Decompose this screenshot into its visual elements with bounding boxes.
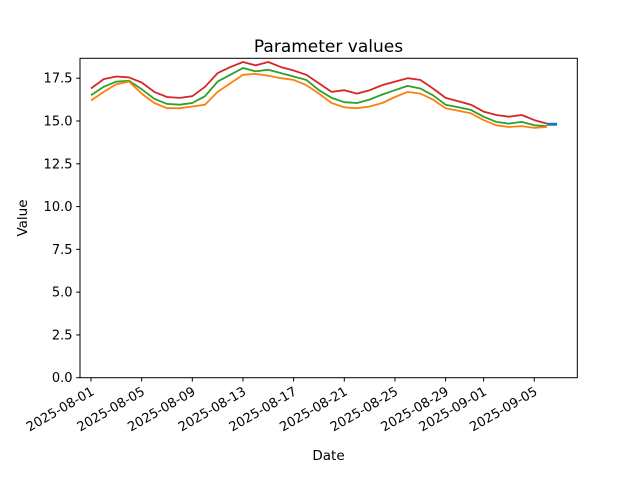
series-line-lower-orange [90, 73, 547, 129]
y-axis-ticks: 0.0 2.5 5.0 7.5 10.0 12.5 15.0 17.5 [44, 72, 80, 386]
x-axis-ticks: 2025-08-012025-08-052025-08-092025-08-13… [24, 377, 540, 435]
y-tick-label: 0.0 [52, 371, 73, 386]
chart-title: Parameter values [254, 37, 403, 57]
y-tick-label: 5.0 [52, 286, 73, 301]
series-lines [90, 61, 558, 129]
plot-frame [79, 57, 578, 379]
y-tick-label: 15.0 [44, 115, 73, 130]
x-axis-label: Date [312, 448, 344, 464]
y-tick-label: 17.5 [44, 72, 73, 87]
y-tick-label: 10.0 [44, 200, 73, 215]
y-tick-label: 2.5 [52, 328, 73, 343]
y-axis-label: Value [15, 199, 31, 236]
series-line-upper-red [90, 61, 548, 125]
y-tick-label: 7.5 [52, 243, 73, 258]
series-line-middle-green [90, 67, 547, 127]
y-tick-label: 12.5 [44, 157, 73, 172]
